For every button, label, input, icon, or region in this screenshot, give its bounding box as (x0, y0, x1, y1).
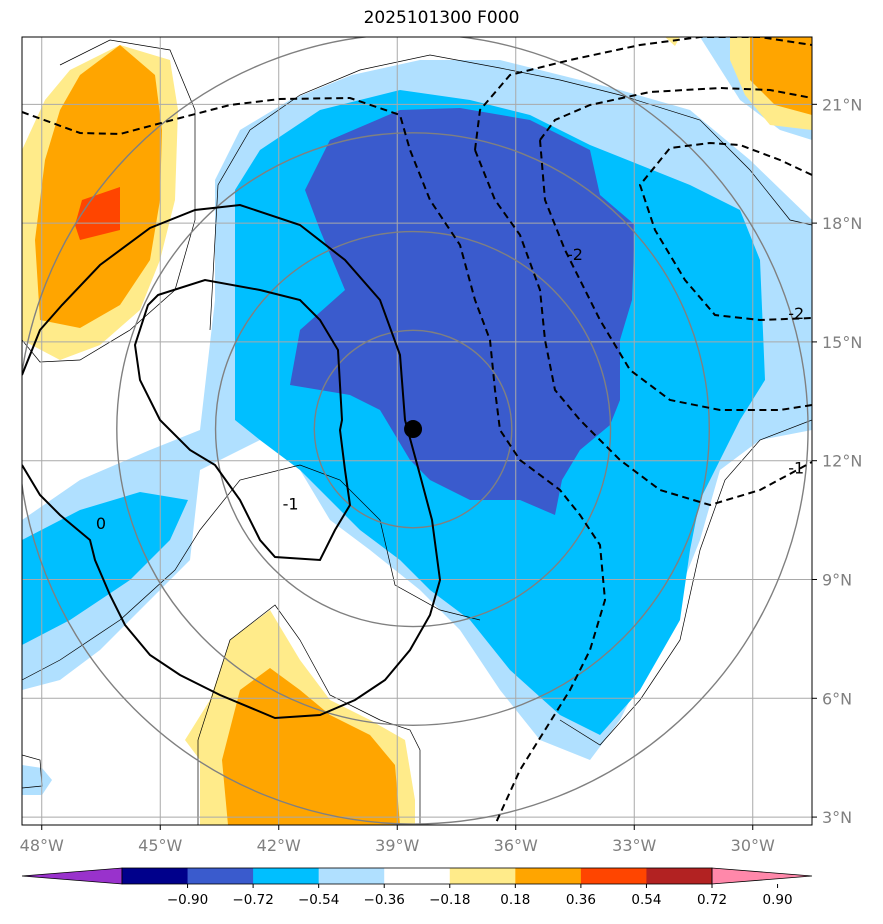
range-ring (214, 230, 612, 628)
dashed-contour-east (638, 141, 812, 322)
colorbar-segment (318, 868, 385, 884)
range-ring (22, 37, 809, 825)
contour-label: 0 (96, 514, 106, 533)
lat-tick-label: 21°N (822, 95, 862, 114)
storm-center-marker (404, 420, 423, 439)
thin-contour-west (22, 39, 196, 363)
colorbar-tick-label: −0.36 (364, 892, 405, 908)
lat-tick-label: 18°N (822, 214, 862, 233)
colorbar-segment (515, 868, 582, 884)
thin-contours (22, 39, 812, 825)
lat-tick-label: 15°N (822, 333, 862, 352)
lon-tick-label: 42°W (257, 836, 301, 855)
contour-label: -2 (788, 304, 804, 323)
contour-label: -1 (788, 459, 804, 478)
colorbar-segment (449, 868, 516, 884)
lat-tick-label: 3°N (822, 808, 852, 827)
dashed-contour-third (474, 149, 812, 507)
colorbar-tick-label: 0.18 (500, 892, 530, 908)
colorbar-tick-label: 0.36 (566, 892, 596, 908)
colorbar-outline (121, 867, 713, 885)
colorbar-extend-high (711, 867, 813, 885)
dashed-contour-top (22, 96, 607, 825)
colorbar-segment (580, 868, 647, 884)
colorbar-tick-label: −0.18 (429, 892, 470, 908)
longitude-axis-labels: 48°W 45°W 42°W 39°W 36°W 33°W 30°W (20, 825, 775, 855)
shade-orange-south (222, 668, 400, 825)
dashed-contour-second (474, 37, 812, 151)
range-rings (22, 37, 809, 825)
solid-contours (22, 203, 442, 720)
colorbar-tick-label: 0.72 (697, 892, 727, 908)
lat-tick-label: 12°N (822, 452, 862, 471)
contour-label: -1 (283, 494, 299, 513)
lon-tick-label: 39°W (375, 836, 419, 855)
lon-tick-label: 45°W (138, 836, 182, 855)
lon-tick-label: 48°W (20, 836, 64, 855)
colorbar-segment (646, 868, 713, 884)
lat-tick-label: 9°N (822, 570, 852, 589)
colorbar-tick-label: −0.54 (298, 892, 339, 908)
shade-light-blue-sw (22, 765, 52, 795)
lon-tick-label: 33°W (612, 836, 656, 855)
thin-contour-bottom-left (22, 754, 43, 789)
dashed-contours (22, 37, 812, 825)
colorbar-tick-label: 0.54 (631, 892, 661, 908)
map-frame (21, 36, 813, 826)
contour-minus1-closed (133, 278, 352, 562)
map-area: -2 -2 -1 -1 0 (22, 37, 812, 825)
shade-orange-ne (750, 37, 812, 115)
colorbar-segment (384, 868, 451, 884)
range-ring (116, 132, 710, 726)
colorbar: −0.90 −0.72 −0.54 −0.36 −0.18 0.18 0.36 0.54 0.7… (21, 867, 813, 908)
thin-contour-sw (22, 464, 481, 681)
contour-label: -2 (567, 245, 583, 264)
contour-zero (22, 203, 442, 720)
thin-contour-east (559, 419, 812, 746)
colorbar-tick-label: 0.90 (763, 892, 793, 908)
colorbar-segment (122, 868, 189, 884)
lon-tick-label: 36°W (494, 836, 538, 855)
shade-red-west (75, 187, 120, 240)
colorbar-extend-low (21, 867, 123, 885)
colorbar-segment (253, 868, 320, 884)
dashed-contour-inner (539, 86, 812, 411)
contour-labels: -2 -2 -1 -1 0 (96, 245, 804, 533)
lat-tick-label: 6°N (822, 689, 852, 708)
chart-title: 2025101300 F000 (363, 8, 520, 28)
lon-tick-label: 30°W (731, 836, 775, 855)
colorbar-segment (187, 868, 254, 884)
range-ring (313, 329, 513, 529)
thin-contour-south (197, 604, 421, 825)
shade-orange-west (35, 45, 162, 328)
shade-blue-west (22, 492, 188, 645)
latitude-axis-labels: 3°N 6°N 9°N 12°N 15°N 18°N 21°N (812, 95, 862, 827)
thin-contour-main (209, 54, 812, 331)
colorbar-tick-label: −0.90 (167, 892, 208, 908)
colorbar-tick-label: −0.72 (232, 892, 273, 908)
